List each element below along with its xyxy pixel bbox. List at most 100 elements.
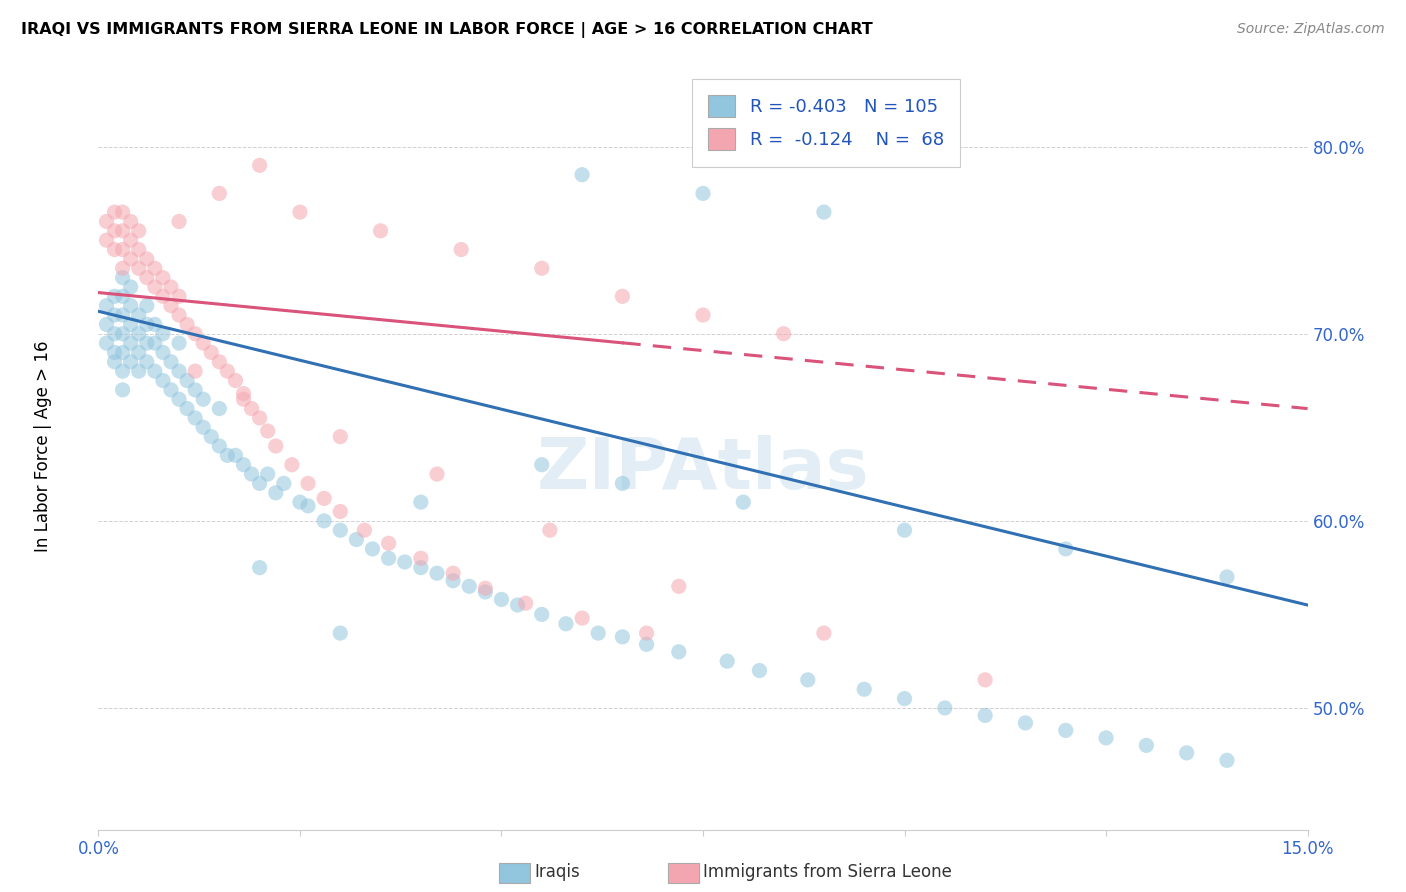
Point: [152, 345, 174, 359]
Point: [193, 392, 215, 407]
Point: [288, 205, 311, 219]
Point: [772, 326, 794, 341]
Point: [120, 214, 142, 228]
Point: [1054, 541, 1077, 556]
Point: [111, 261, 134, 276]
Point: [748, 664, 770, 678]
Text: Immigrants from Sierra Leone: Immigrants from Sierra Leone: [703, 863, 952, 881]
Point: [111, 364, 134, 378]
Y-axis label: In Labor Force | Age > 16: In Labor Force | Age > 16: [34, 340, 52, 552]
Point: [612, 630, 634, 644]
Point: [208, 186, 231, 201]
Point: [555, 616, 578, 631]
Point: [314, 514, 336, 528]
Text: IRAQI VS IMMIGRANTS FROM SIERRA LEONE IN LABOR FORCE | AGE > 16 CORRELATION CHAR: IRAQI VS IMMIGRANTS FROM SIERRA LEONE IN…: [21, 22, 873, 38]
Point: [135, 355, 157, 369]
Point: [232, 386, 254, 401]
Point: [273, 476, 295, 491]
Point: [167, 336, 190, 351]
Point: [314, 491, 336, 506]
Point: [474, 581, 496, 595]
Point: [128, 261, 150, 276]
Point: [167, 364, 190, 378]
Point: [160, 299, 183, 313]
Point: [111, 308, 134, 322]
Point: [249, 158, 271, 172]
Point: [853, 682, 876, 697]
Point: [409, 495, 432, 509]
Point: [135, 252, 157, 266]
Point: [152, 326, 174, 341]
Point: [128, 224, 150, 238]
Point: [530, 458, 553, 472]
Point: [111, 345, 134, 359]
Point: [441, 566, 464, 581]
Point: [530, 607, 553, 622]
Point: [974, 673, 997, 687]
Point: [96, 318, 118, 332]
Point: [1175, 746, 1198, 760]
Point: [571, 611, 593, 625]
Point: [96, 299, 118, 313]
Point: [120, 336, 142, 351]
Point: [152, 289, 174, 303]
Point: [167, 392, 190, 407]
Point: [1135, 739, 1157, 753]
Point: [143, 364, 166, 378]
Point: [111, 270, 134, 285]
Point: [409, 560, 432, 574]
Point: [458, 579, 481, 593]
Point: [135, 299, 157, 313]
Point: [450, 243, 472, 257]
Point: [128, 364, 150, 378]
Point: [167, 308, 190, 322]
Point: [103, 243, 125, 257]
Point: [281, 458, 304, 472]
Point: [612, 289, 634, 303]
Point: [128, 308, 150, 322]
Point: [184, 364, 207, 378]
Point: [103, 308, 125, 322]
Text: Source: ZipAtlas.com: Source: ZipAtlas.com: [1237, 22, 1385, 37]
Point: [240, 467, 263, 481]
Point: [329, 504, 352, 518]
Point: [152, 270, 174, 285]
Point: [176, 374, 198, 388]
Point: [491, 592, 513, 607]
Point: [361, 541, 384, 556]
Point: [111, 326, 134, 341]
Point: [143, 261, 166, 276]
Point: [208, 401, 231, 416]
Point: [426, 467, 449, 481]
Point: [208, 439, 231, 453]
Point: [96, 336, 118, 351]
Point: [200, 430, 222, 444]
Point: [692, 308, 714, 322]
Point: [256, 424, 278, 438]
Point: [96, 214, 118, 228]
Point: [571, 168, 593, 182]
Point: [143, 280, 166, 294]
Point: [344, 533, 367, 547]
Point: [120, 252, 142, 266]
Point: [193, 420, 215, 434]
Point: [813, 626, 835, 640]
Point: [176, 401, 198, 416]
Point: [668, 579, 690, 593]
Point: [474, 585, 496, 599]
Point: [329, 523, 352, 537]
Point: [530, 261, 553, 276]
Point: [120, 280, 142, 294]
Point: [217, 364, 239, 378]
Point: [538, 523, 561, 537]
Legend: R = -0.403   N = 105, R =  -0.124    N =  68: R = -0.403 N = 105, R = -0.124 N = 68: [692, 79, 960, 167]
Point: [143, 318, 166, 332]
Point: [111, 243, 134, 257]
Point: [111, 224, 134, 238]
Point: [160, 383, 183, 397]
Point: [1216, 753, 1239, 767]
Point: [111, 289, 134, 303]
Point: [288, 495, 311, 509]
Point: [128, 326, 150, 341]
Point: [120, 233, 142, 247]
